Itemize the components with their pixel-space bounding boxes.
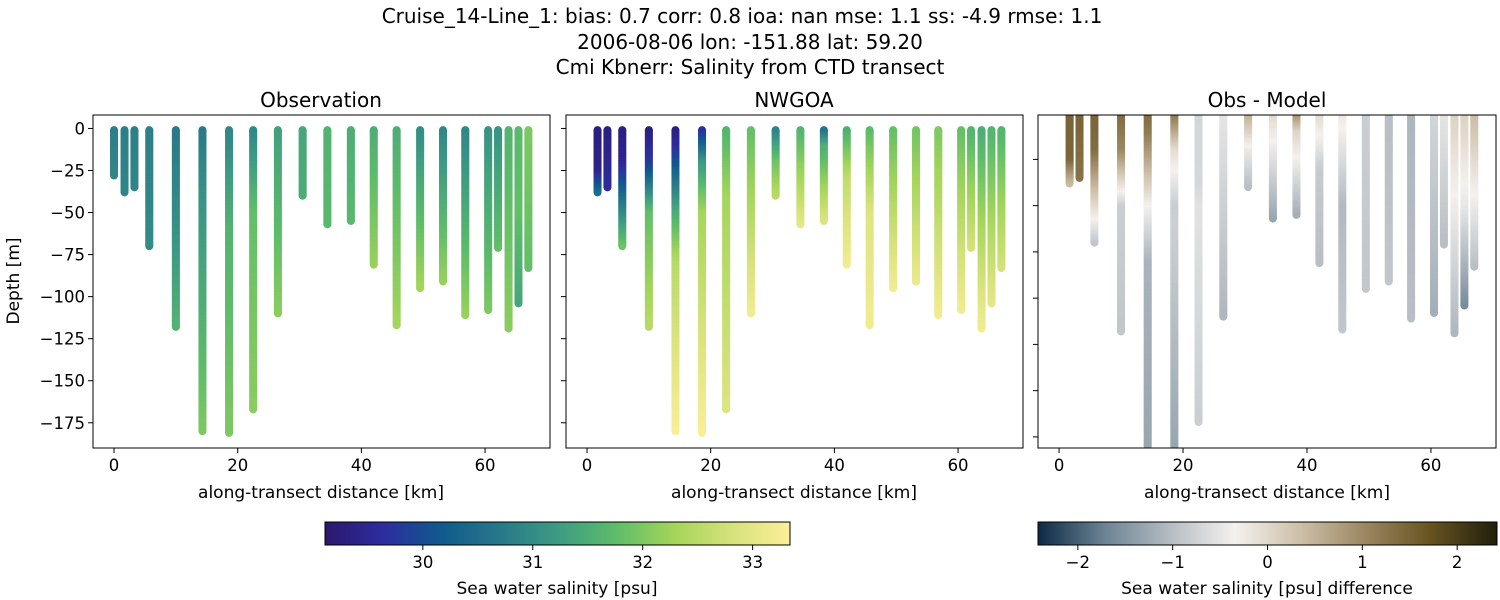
station-profile-3 (618, 126, 627, 251)
station-profile-6 (1170, 115, 1179, 448)
station-profile-8 (746, 126, 755, 318)
station-profile-12 (369, 126, 378, 269)
station-profile-7 (1194, 115, 1203, 427)
station-profile-15 (439, 126, 448, 286)
x-axis-label-observation: along-transect distance [km] (198, 483, 444, 503)
station-profile-20 (514, 126, 523, 308)
station-profile-15 (912, 126, 921, 286)
station-profile-19 (504, 126, 513, 333)
suptitle-line-3: Cmi Kbnerr: Salinity from CTD transect (556, 55, 945, 79)
station-profile-1 (120, 126, 129, 197)
station-profile-2 (130, 126, 139, 192)
station-profile-4 (171, 126, 180, 331)
panel-title-nwgoa: NWGOA (754, 88, 834, 112)
station-profile-17 (957, 126, 966, 315)
station-profile-12 (842, 126, 851, 269)
panel-title-difference: Obs - Model (1208, 88, 1327, 112)
station-profile-18 (967, 126, 976, 252)
station-profile-1 (593, 126, 602, 197)
station-profile-3 (145, 126, 154, 251)
station-profile-18 (494, 126, 503, 252)
station-profile-13 (392, 126, 401, 330)
station-profile-10 (323, 126, 332, 229)
station-profile-8 (1219, 115, 1228, 321)
suptitle-line-2: 2006-08-06 lon: -151.88 lat: 59.20 (577, 30, 923, 54)
station-profile-21 (997, 126, 1006, 273)
station-profile-5 (198, 126, 207, 436)
station-profile-13 (865, 126, 874, 330)
station-profile-7 (722, 126, 731, 414)
station-profile-0 (110, 126, 119, 180)
station-profile-1 (1065, 115, 1074, 188)
station-profile-16 (934, 126, 943, 320)
station-profile-16 (461, 126, 470, 320)
panel-model-marks (593, 126, 1006, 437)
station-profile-5 (1143, 115, 1152, 448)
station-profile-11 (819, 126, 828, 225)
station-profile-9 (298, 126, 307, 200)
station-profile-5 (671, 126, 680, 436)
station-profile-6 (225, 126, 234, 437)
panel-obs_minus_model-marks (1065, 115, 1479, 448)
station-profile-17 (484, 126, 493, 315)
y-axis-label: Depth [m] (4, 237, 24, 324)
station-profile-14 (416, 126, 425, 293)
suptitle-line-1: Cruise_14-Line_1: bias: 0.7 corr: 0.8 io… (382, 4, 1103, 28)
station-profile-2 (603, 126, 612, 192)
x-axis-label-difference: along-transect distance [km] (1144, 483, 1390, 503)
station-profile-9 (771, 126, 780, 200)
station-profile-4 (644, 126, 653, 331)
station-profile-10 (796, 126, 805, 229)
x-axis-label-nwgoa: along-transect distance [km] (671, 483, 917, 503)
station-profile-7 (249, 126, 258, 414)
panel-obs-marks (110, 126, 533, 437)
station-profile-14 (889, 126, 898, 293)
station-profile-6 (698, 126, 707, 437)
station-profile-11 (346, 126, 355, 225)
station-profile-2 (1075, 115, 1084, 182)
panel-title-observation: Observation (260, 88, 382, 112)
station-profile-21 (524, 126, 533, 273)
station-profile-3 (1090, 115, 1099, 247)
station-profile-20 (987, 126, 996, 308)
station-profile-8 (273, 126, 282, 318)
station-profile-4 (1117, 115, 1126, 336)
station-profile-19 (977, 126, 986, 333)
